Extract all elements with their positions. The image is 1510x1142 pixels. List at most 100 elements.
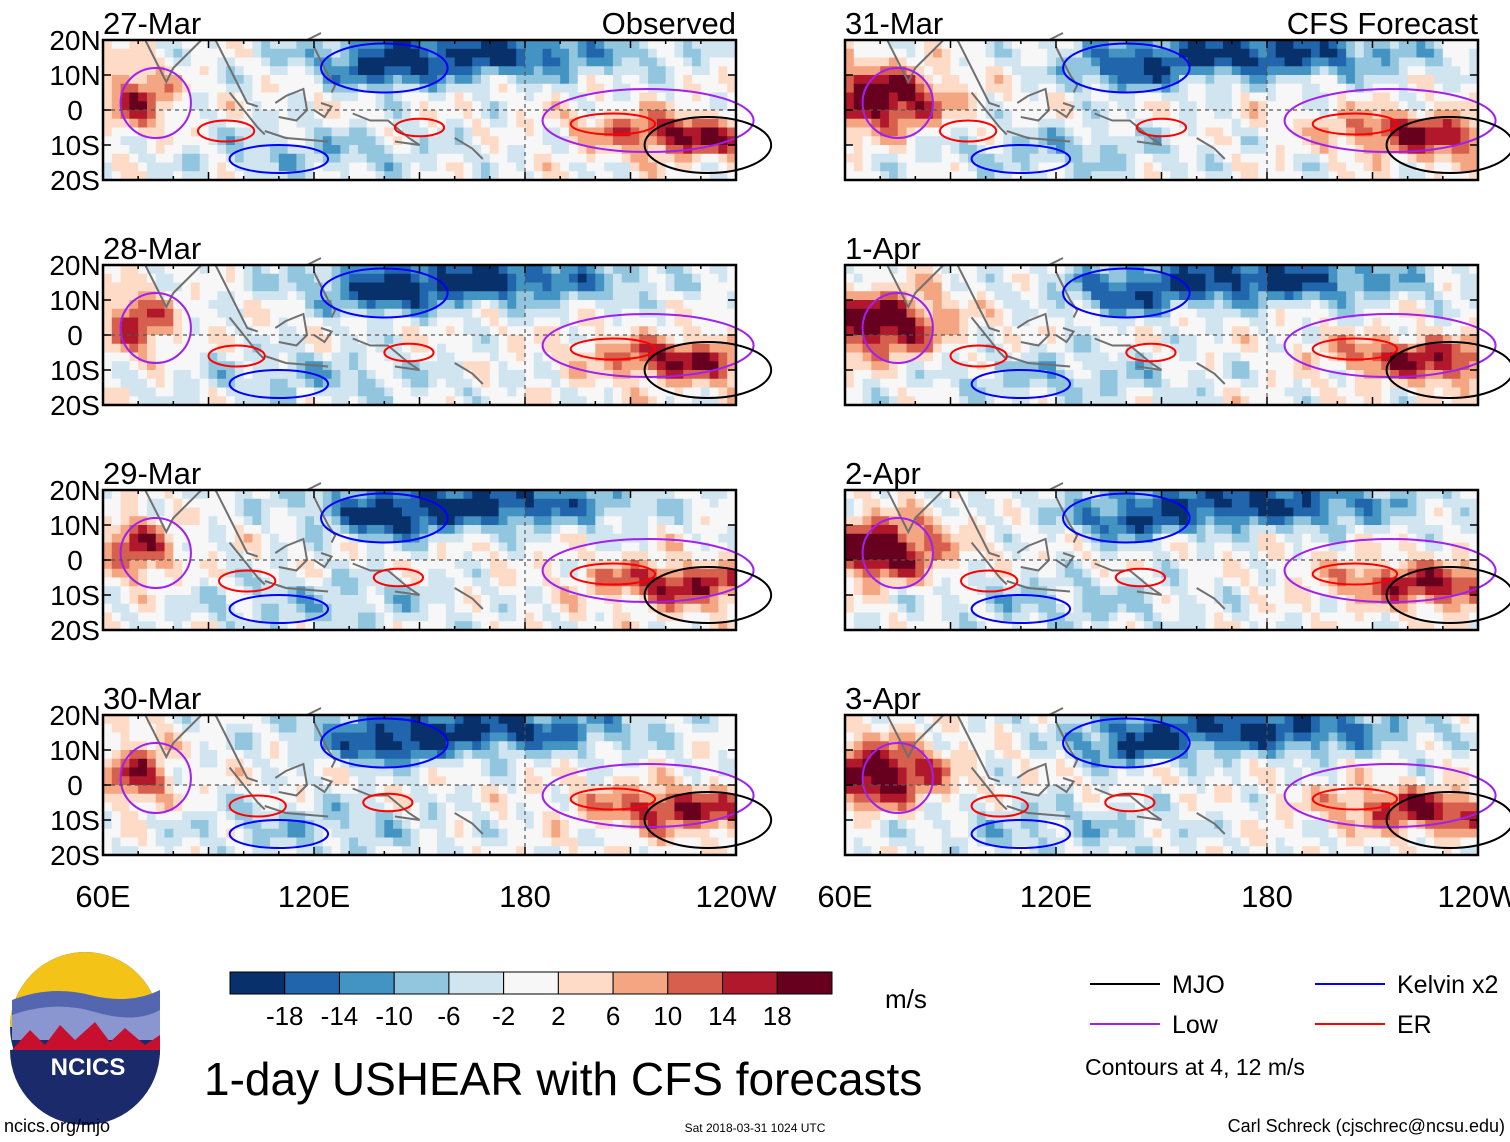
- heatmap-cell: [111, 767, 122, 777]
- heatmap-cell: [507, 378, 517, 389]
- heatmap-cell: [445, 83, 456, 94]
- heatmap-cell: [507, 551, 517, 561]
- heatmap-cell: [871, 127, 881, 137]
- heatmap-cell: [401, 525, 412, 535]
- heatmap-cell: [410, 551, 421, 561]
- heatmap-cell: [639, 273, 649, 284]
- heatmap-cell: [287, 533, 298, 544]
- heatmap-cell: [287, 153, 298, 164]
- heatmap-cell: [278, 603, 289, 614]
- heatmap-cell: [586, 136, 596, 146]
- heatmap-cell: [129, 326, 139, 336]
- heatmap-cell: [146, 586, 157, 596]
- heatmap-cell: [692, 785, 702, 795]
- heatmap-cell: [463, 335, 473, 345]
- heatmap-cell: [331, 621, 341, 631]
- heatmap-cell: [709, 136, 720, 146]
- heatmap-cell: [375, 577, 385, 587]
- heatmap-cell: [437, 560, 447, 570]
- heatmap-cell: [129, 732, 139, 742]
- heatmap-cell: [612, 560, 623, 570]
- heatmap-cell: [384, 171, 394, 181]
- heatmap-cell: [454, 378, 465, 389]
- heatmap-cell: [612, 525, 623, 535]
- heatmap-cell: [718, 767, 728, 777]
- heatmap-cell: [674, 326, 684, 336]
- heatmap-cell: [577, 621, 588, 631]
- heatmap-cell: [155, 40, 166, 50]
- heatmap-cell: [217, 595, 227, 605]
- heatmap-cell: [709, 171, 720, 181]
- heatmap-cell: [472, 396, 482, 406]
- heatmap-cell: [322, 732, 333, 742]
- heatmap-cell: [410, 621, 421, 631]
- heatmap-cell: [481, 300, 491, 310]
- heatmap-cell: [542, 273, 552, 284]
- heatmap-cell: [862, 66, 872, 76]
- heatmap-cell: [234, 741, 245, 751]
- heatmap-cell: [700, 92, 711, 102]
- heatmap-cell: [103, 568, 113, 579]
- heatmap-cell: [481, 127, 491, 137]
- heatmap-cell: [138, 758, 148, 769]
- heatmap-cell: [155, 490, 166, 500]
- heatmap-cell: [146, 811, 157, 821]
- heatmap-cell: [243, 317, 254, 327]
- heatmap-cell: [375, 750, 385, 760]
- heatmap-cell: [217, 820, 227, 830]
- heatmap-cell: [481, 715, 491, 725]
- heatmap-cell: [656, 612, 667, 622]
- heatmap-cell: [656, 516, 667, 526]
- heatmap-cell: [243, 490, 254, 500]
- heatmap-cell: [111, 66, 122, 76]
- heatmap-cell: [234, 732, 245, 742]
- heatmap-cell: [190, 317, 201, 327]
- heatmap-cell: [845, 101, 855, 111]
- heatmap-cell: [700, 118, 711, 129]
- heatmap-cell: [155, 732, 166, 742]
- heatmap-cell: [208, 776, 218, 786]
- heatmap-cell: [226, 308, 236, 319]
- heatmap-cell: [560, 145, 570, 155]
- heatmap-cell: [138, 335, 148, 345]
- heatmap-cell: [199, 802, 210, 812]
- heatmap-cell: [665, 171, 676, 181]
- heatmap-cell: [243, 101, 254, 111]
- heatmap-cell: [278, 525, 289, 535]
- heatmap-cell: [384, 516, 394, 526]
- heatmap-cell: [612, 48, 623, 59]
- heatmap-cell: [190, 343, 201, 354]
- heatmap-cell: [683, 171, 693, 181]
- heatmap-cell: [542, 326, 552, 336]
- heatmap-cell: [862, 162, 872, 172]
- heatmap-cell: [278, 75, 289, 85]
- heatmap-cell: [287, 767, 298, 777]
- heatmap-cell: [630, 846, 640, 856]
- heatmap-cell: [164, 802, 174, 812]
- heatmap-cell: [270, 343, 280, 354]
- heatmap-cell: [498, 75, 509, 85]
- heatmap-cell: [692, 101, 702, 111]
- heatmap-cell: [674, 273, 684, 284]
- heatmap-cell: [120, 352, 130, 362]
- heatmap-cell: [164, 533, 174, 544]
- heatmap-cell: [111, 551, 122, 561]
- heatmap-cell: [692, 828, 702, 839]
- heatmap-cell: [498, 127, 509, 137]
- heatmap-cell: [718, 490, 728, 500]
- heatmap-cell: [375, 396, 385, 406]
- heatmap-cell: [296, 758, 306, 769]
- heatmap-cell: [516, 715, 526, 725]
- heatmap-cell: [560, 621, 570, 631]
- heatmap-cell: [243, 326, 254, 336]
- heatmap-cell: [498, 326, 509, 336]
- heatmap-cell: [155, 145, 166, 155]
- heatmap-cell: [261, 560, 271, 570]
- heatmap-cell: [498, 265, 509, 275]
- heatmap-cell: [287, 621, 298, 631]
- heatmap-cell: [340, 396, 350, 406]
- heatmap-cell: [357, 837, 368, 847]
- heatmap-cell: [463, 343, 473, 354]
- low-contour: [119, 742, 192, 814]
- heatmap-cell: [287, 846, 298, 856]
